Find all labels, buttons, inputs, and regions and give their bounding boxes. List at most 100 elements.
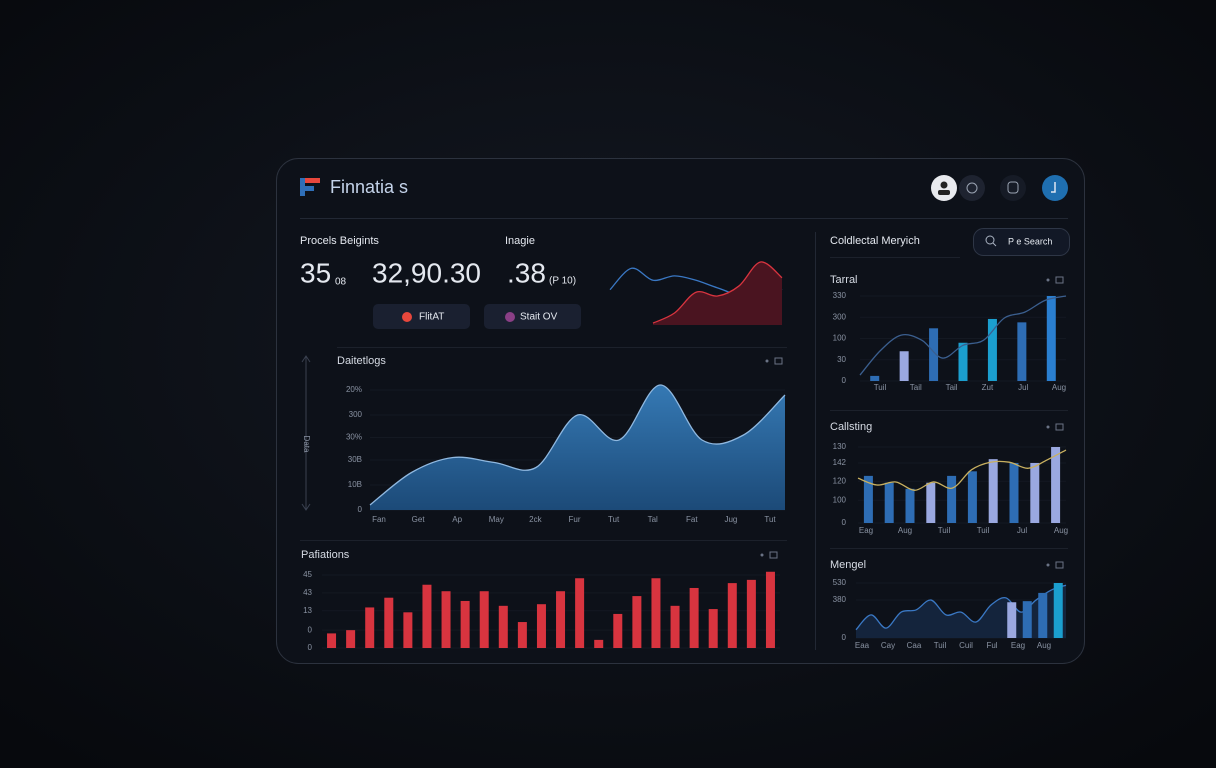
- bar: [746, 579, 756, 648]
- y-tick-label: 43: [303, 588, 312, 597]
- y-tick-label: 10B: [348, 480, 362, 489]
- bar: [575, 578, 585, 648]
- bar: [765, 571, 775, 648]
- y-tick-label: 300: [349, 410, 363, 419]
- chart-title: Callsting: [830, 421, 872, 433]
- bar: [1007, 602, 1017, 638]
- x-tick-label: Aug: [1037, 641, 1051, 650]
- bar: [536, 604, 546, 648]
- x-tick-label: Aug: [898, 526, 912, 535]
- search-box[interactable]: [973, 228, 1070, 256]
- search-placeholder: P e Search: [1008, 236, 1052, 246]
- chart-menu: [1046, 563, 1050, 567]
- brand: Finnatia s: [330, 177, 408, 197]
- chart-title: Mengel: [830, 559, 866, 571]
- avatar-body: [938, 190, 950, 195]
- bar: [365, 607, 375, 648]
- bar: [727, 583, 737, 648]
- x-tick-label: Eag: [1011, 641, 1025, 650]
- bar: [926, 482, 936, 523]
- x-tick-label: Tuil: [938, 526, 951, 535]
- bar: [651, 578, 661, 648]
- line: [652, 261, 783, 324]
- chart-menu: [760, 553, 764, 557]
- x-tick-label: Tuil: [977, 526, 990, 535]
- bar: [613, 613, 623, 648]
- area: [370, 385, 785, 510]
- y-tick-label: 0: [308, 643, 313, 652]
- bar: [1017, 322, 1027, 381]
- x-tick-label: Ap: [452, 515, 462, 524]
- bar: [899, 351, 909, 381]
- line: [857, 449, 1067, 491]
- x-tick-label: Jug: [724, 515, 737, 524]
- x-tick-label: Ful: [986, 641, 997, 650]
- icon-button[interactable]: [959, 175, 985, 201]
- bar: [708, 609, 718, 648]
- x-tick-label: Jul: [1017, 526, 1027, 535]
- x-tick-label: Tuil: [934, 641, 947, 650]
- kpi-unit: 08: [335, 277, 347, 288]
- y-tick-label: 100: [833, 334, 847, 343]
- button-dot: [505, 312, 515, 322]
- y-tick-label: 0: [842, 633, 847, 642]
- bar: [884, 482, 894, 523]
- logo: [300, 178, 320, 196]
- x-tick-label: Aug: [1052, 383, 1066, 392]
- button-dot: [402, 312, 412, 322]
- bar: [1038, 592, 1048, 638]
- line: [859, 295, 1067, 376]
- y-tick-label: 30: [837, 355, 846, 364]
- button[interactable]: [484, 304, 581, 329]
- chart-menu: [1055, 423, 1064, 431]
- bar: [988, 459, 998, 523]
- x-tick-label: Tal: [648, 515, 658, 524]
- x-tick-label: Tuil: [874, 383, 887, 392]
- logo-bar: [300, 178, 320, 183]
- bar: [384, 597, 394, 648]
- bar: [556, 591, 566, 648]
- x-tick-label: Zut: [982, 383, 994, 392]
- y-tick-label: 13: [303, 606, 312, 615]
- button[interactable]: [373, 304, 470, 329]
- bar: [441, 591, 451, 648]
- axis-arrow-head: [301, 355, 311, 511]
- bar: [327, 633, 337, 648]
- y-tick-label: 120: [833, 476, 847, 485]
- chart-menu: [1055, 561, 1064, 569]
- y-tick-label: 142: [833, 458, 847, 467]
- bar: [947, 475, 957, 523]
- x-tick-label: Tut: [608, 515, 620, 524]
- x-tick-label: Eaa: [855, 641, 870, 650]
- chart-menu: [1055, 276, 1064, 284]
- y-tick-label: 530: [833, 578, 847, 587]
- bar: [929, 328, 939, 381]
- x-tick-label: Tail: [910, 383, 922, 392]
- icon: [1007, 181, 1019, 194]
- bar: [460, 600, 470, 648]
- bar: [517, 622, 527, 648]
- y-tick-label: 100: [833, 495, 847, 504]
- avatar-head: [940, 181, 948, 189]
- bar: [870, 375, 880, 381]
- kpi-value: 35: [300, 257, 331, 288]
- y-tick-label: 130: [833, 442, 847, 451]
- bar: [670, 605, 680, 648]
- y-tick-label: 380: [833, 595, 847, 604]
- x-tick-label: May: [489, 515, 504, 524]
- y-tick-label: 0: [842, 518, 847, 527]
- bar: [958, 342, 968, 381]
- bar: [1053, 583, 1063, 638]
- y-tick-label: 300: [833, 312, 847, 321]
- bar: [1030, 462, 1040, 523]
- button-label: FlitAT: [419, 312, 444, 323]
- bar: [1009, 462, 1019, 523]
- line: [369, 384, 786, 506]
- x-tick-label: Jul: [1018, 383, 1028, 392]
- bar: [1046, 296, 1056, 381]
- search-icon: [985, 235, 995, 245]
- icon-button[interactable]: [1000, 175, 1026, 201]
- kpi-note: (P 10): [549, 276, 576, 287]
- chart-title: Tarral: [830, 274, 858, 286]
- y-tick-label: 330: [833, 291, 847, 300]
